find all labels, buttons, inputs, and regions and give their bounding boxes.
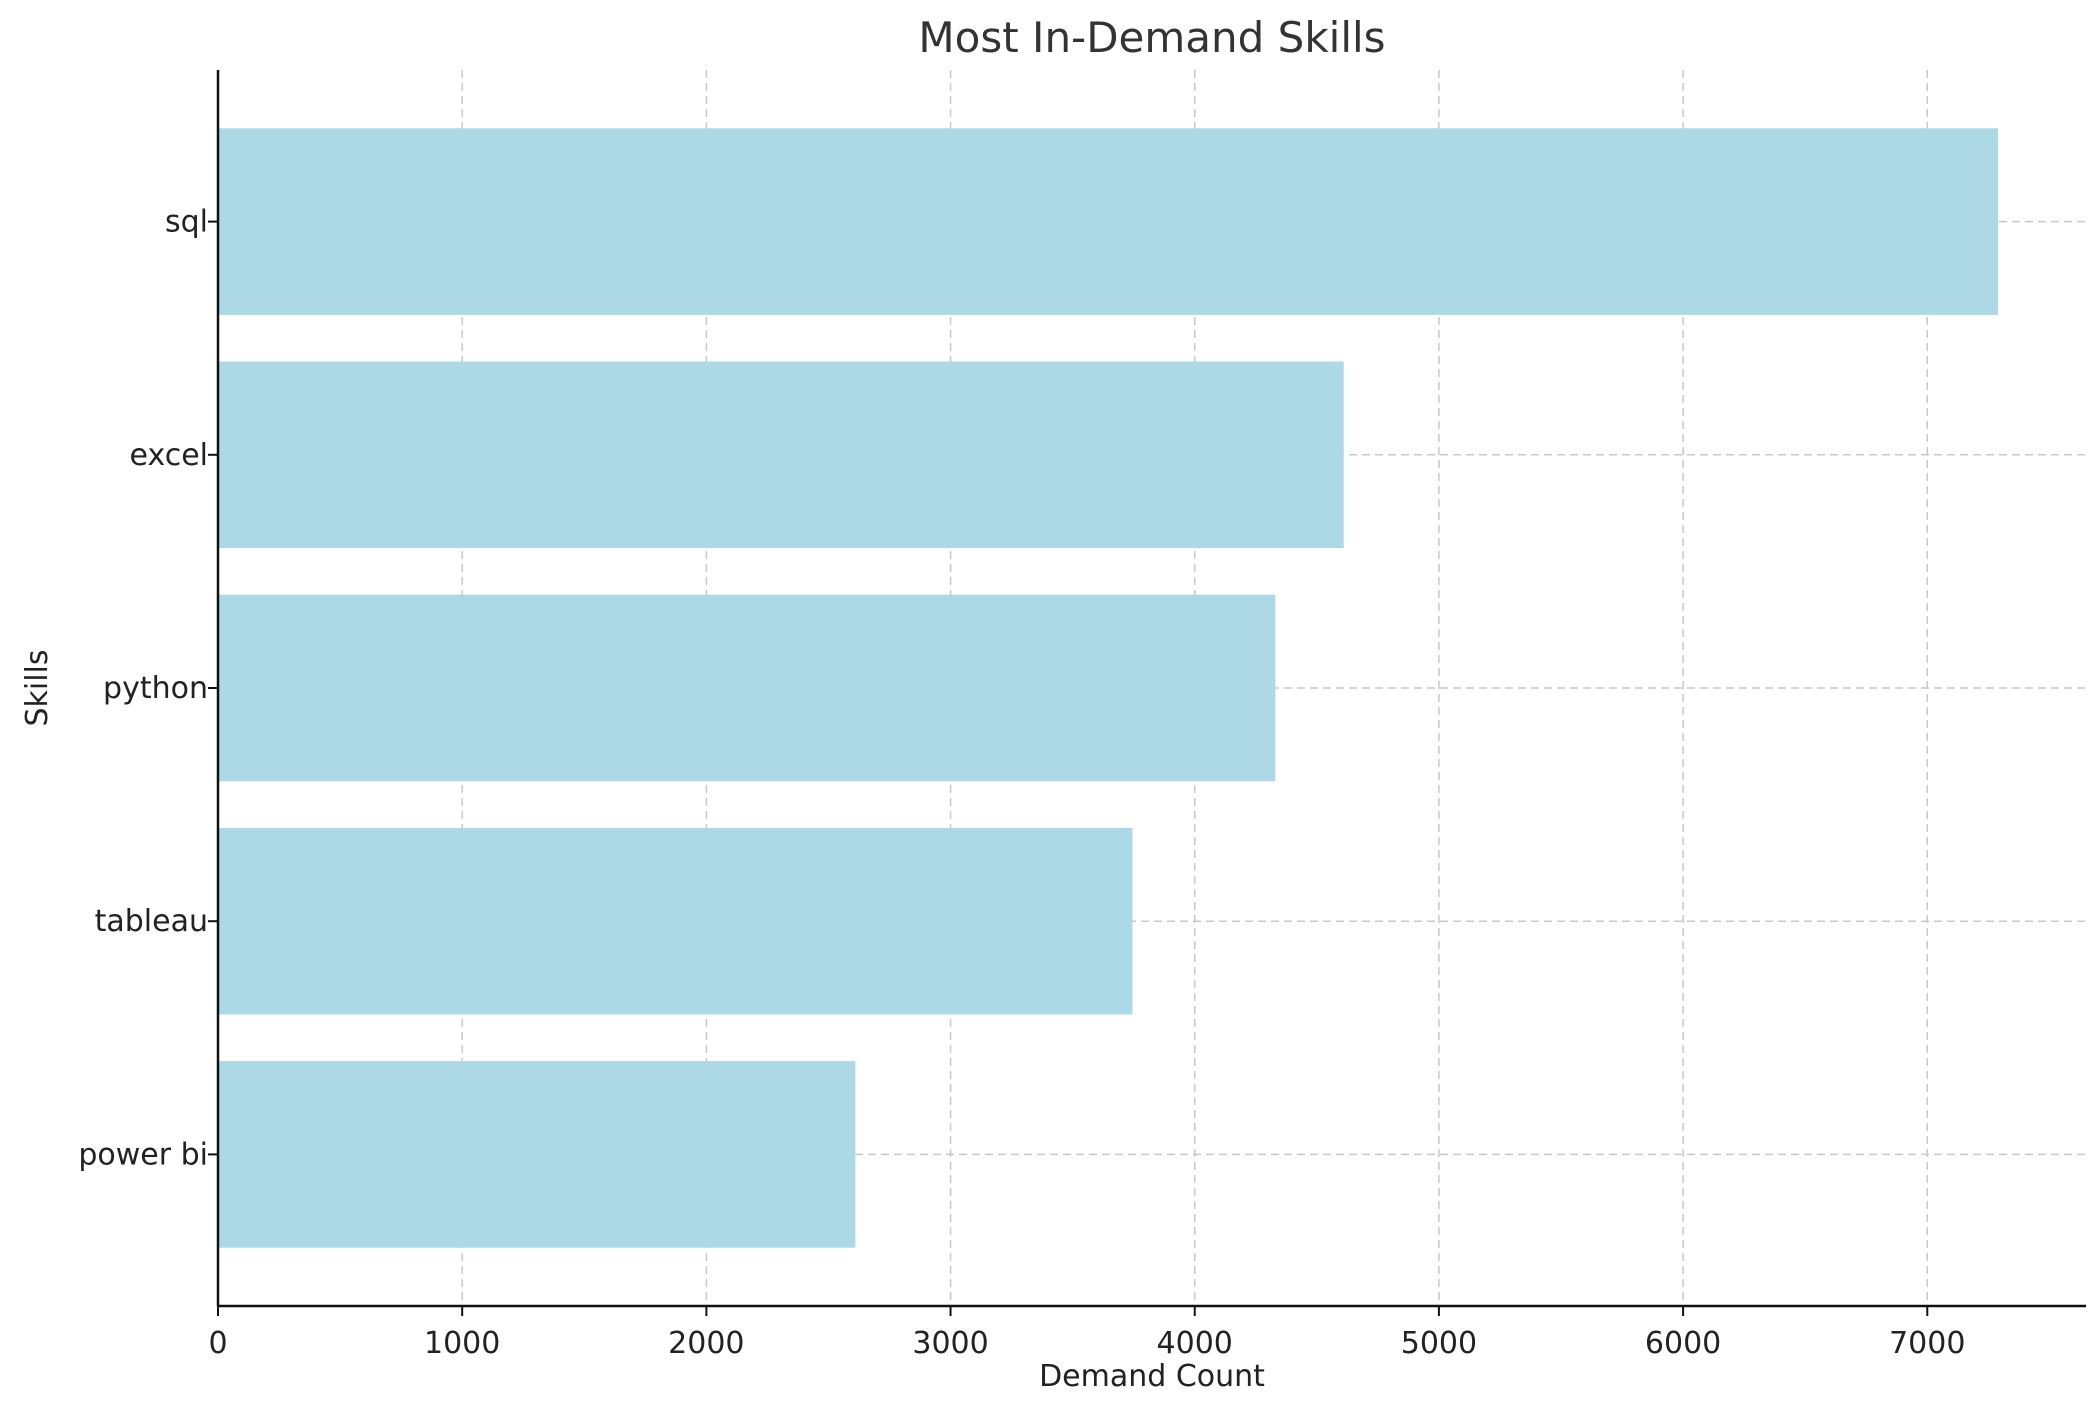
bar-excel [218,361,1344,549]
y-tick-label: excel [130,438,208,473]
x-axis-label: Demand Count [1039,1359,1265,1394]
bar-power-bi [218,1061,856,1248]
y-tick-label: python [103,671,208,706]
x-tick-label: 1000 [424,1326,500,1361]
y-tick-label: power bi [78,1137,208,1172]
x-tick-label: 0 [208,1326,227,1361]
y-tick-label: sql [165,205,208,240]
chart-title: Most In-Demand Skills [918,13,1385,62]
bar-python [218,594,1276,782]
x-tick-label: 3000 [912,1326,988,1361]
x-tick-label: 4000 [1157,1326,1233,1361]
y-tick-label: tableau [95,904,208,939]
bar-sql [218,128,1999,315]
x-tick-label: 6000 [1645,1326,1721,1361]
bar-tableau [218,827,1133,1015]
x-tick-label: 2000 [668,1326,744,1361]
x-tick-label: 5000 [1401,1326,1477,1361]
x-ticks: 0 1000 2000 3000 4000 5000 6000 7000 [208,1306,1965,1361]
bar-layer [218,128,1999,1248]
y-axis-label: Skills [20,649,55,726]
y-ticks: sql excel python tableau power bi [78,205,218,1172]
x-tick-label: 7000 [1889,1326,1965,1361]
